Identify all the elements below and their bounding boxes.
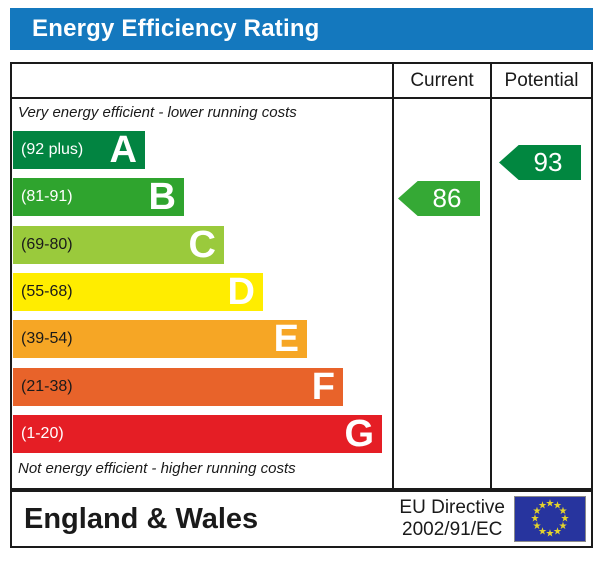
band-c-range: (69-80) bbox=[21, 236, 73, 253]
column-divider-potential bbox=[490, 64, 492, 488]
band-b-range: (81-91) bbox=[21, 188, 73, 205]
band-f-range: (21-38) bbox=[21, 378, 73, 395]
title-bar: Energy Efficiency Rating bbox=[10, 8, 593, 50]
band-b-letter: B bbox=[148, 176, 176, 218]
eu-directive-label: EU Directive 2002/91/EC bbox=[399, 497, 505, 541]
band-f-letter: F bbox=[311, 366, 335, 408]
footer: England & Wales EU Directive 2002/91/EC … bbox=[10, 490, 593, 548]
current-rating-value: 86 bbox=[432, 183, 462, 213]
band-e-range: (39-54) bbox=[21, 330, 73, 347]
band-b: (81-91) B bbox=[13, 178, 184, 216]
band-a-range: (92 plus) bbox=[21, 141, 84, 158]
page-title: Energy Efficiency Rating bbox=[32, 15, 320, 42]
band-c-letter: C bbox=[188, 224, 216, 266]
band-g-range: (1-20) bbox=[21, 425, 64, 442]
band-f: (21-38) F bbox=[13, 368, 343, 406]
band-g-letter: G bbox=[344, 413, 374, 455]
band-g: (1-20) G bbox=[13, 415, 382, 453]
column-header-potential: Potential bbox=[504, 69, 579, 91]
current-rating-arrow: 86 bbox=[398, 181, 480, 216]
band-a-letter: A bbox=[109, 129, 137, 171]
potential-rating-value: 93 bbox=[533, 147, 563, 177]
band-d: (55-68) D bbox=[13, 273, 263, 311]
column-divider-current bbox=[392, 64, 394, 488]
band-c: (69-80) C bbox=[13, 226, 224, 264]
table-header-row bbox=[12, 64, 591, 99]
band-e: (39-54) E bbox=[13, 320, 307, 358]
top-caption: Very energy efficient - lower running co… bbox=[18, 104, 297, 121]
band-d-range: (55-68) bbox=[21, 283, 73, 300]
bottom-caption: Not energy efficient - higher running co… bbox=[18, 460, 296, 477]
band-d-letter: D bbox=[227, 271, 255, 313]
potential-rating-arrow: 93 bbox=[499, 145, 581, 180]
rating-table: Current Potential Very energy efficient … bbox=[10, 62, 593, 490]
eu-directive-line1: EU Directive bbox=[399, 497, 505, 518]
eu-flag-icon: ★ ★ ★ ★ ★ ★ ★ ★ ★ ★ ★ ★ bbox=[514, 496, 586, 542]
band-e-letter: E bbox=[273, 318, 299, 360]
column-header-current: Current bbox=[410, 69, 474, 91]
band-a: (92 plus) A bbox=[13, 131, 145, 169]
eu-directive-line2: 2002/91/EC bbox=[402, 519, 503, 540]
region-label: England & Wales bbox=[24, 502, 259, 535]
